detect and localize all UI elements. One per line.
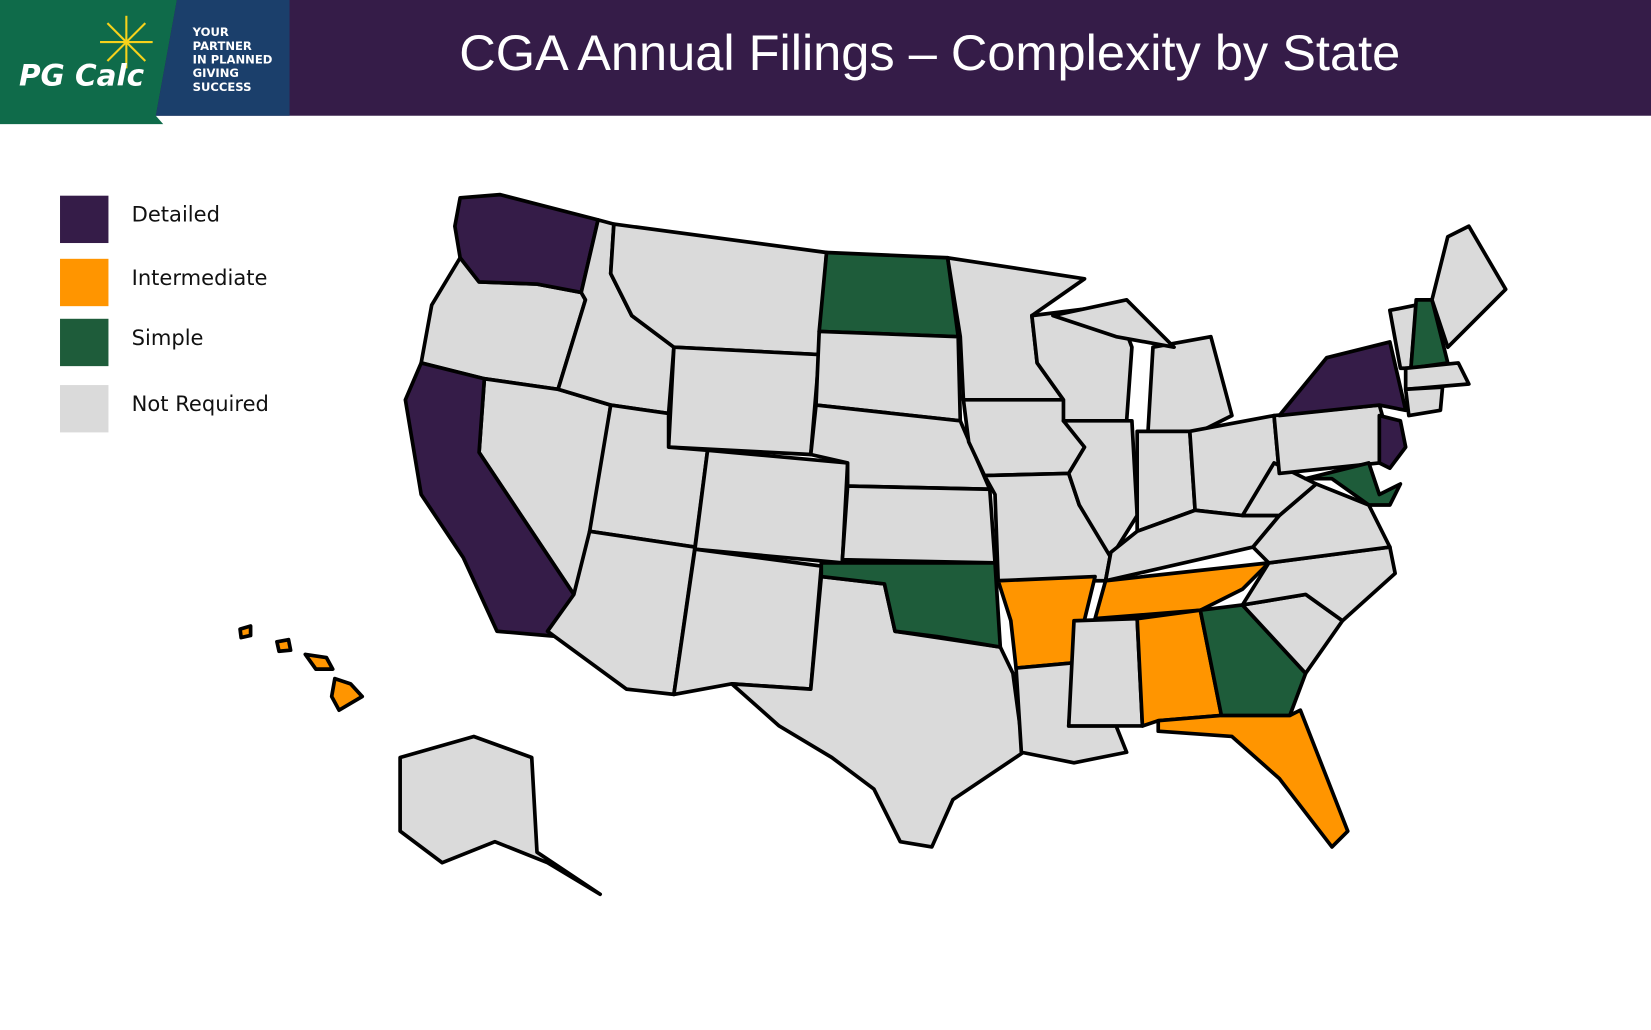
state — [1145, 334, 1234, 439]
legend-label: Not Required — [132, 391, 269, 416]
tagline-line: GIVING — [193, 66, 239, 80]
state — [817, 250, 961, 339]
state — [1403, 385, 1445, 418]
map — [238, 192, 1508, 897]
state — [1061, 418, 1140, 560]
state — [1303, 461, 1403, 507]
legend-swatch — [60, 195, 109, 244]
logo-block — [0, 0, 177, 125]
state — [1377, 413, 1408, 471]
state — [1066, 616, 1145, 728]
logo-tag-block — [155, 0, 290, 116]
state — [238, 624, 253, 640]
state — [1198, 603, 1308, 718]
state — [275, 637, 293, 654]
logo-sun — [100, 15, 153, 69]
state — [329, 676, 365, 713]
state — [1277, 340, 1408, 418]
legend-label: Simple — [132, 325, 204, 350]
legend-label: Intermediate — [132, 265, 268, 290]
legend: Detailed Intermediate Simple Not Required — [60, 195, 269, 433]
state — [819, 561, 1003, 649]
state — [453, 192, 600, 295]
state — [1403, 361, 1471, 392]
state — [1156, 708, 1350, 849]
tagline-line: YOUR — [192, 25, 229, 39]
state — [403, 361, 576, 639]
state — [1430, 224, 1508, 350]
state — [1240, 461, 1319, 518]
tagline-line: SUCCESS — [193, 80, 252, 94]
state — [840, 484, 997, 565]
state — [398, 734, 603, 897]
state — [672, 547, 824, 697]
legend-swatch — [60, 385, 109, 433]
tagline-line: PARTNER — [193, 39, 252, 53]
logo-text: PG Calc — [19, 58, 145, 92]
tagline-line: IN PLANNED — [193, 52, 273, 66]
state — [666, 345, 822, 457]
state — [1051, 298, 1176, 350]
title: CGA Annual Filings – Complexity by State — [459, 24, 1400, 81]
state — [303, 652, 335, 671]
legend-swatch — [60, 318, 109, 367]
legend-swatch — [60, 258, 109, 307]
state — [693, 448, 850, 565]
legend-label: Detailed — [132, 202, 220, 227]
state — [545, 529, 697, 697]
state — [1093, 561, 1271, 621]
